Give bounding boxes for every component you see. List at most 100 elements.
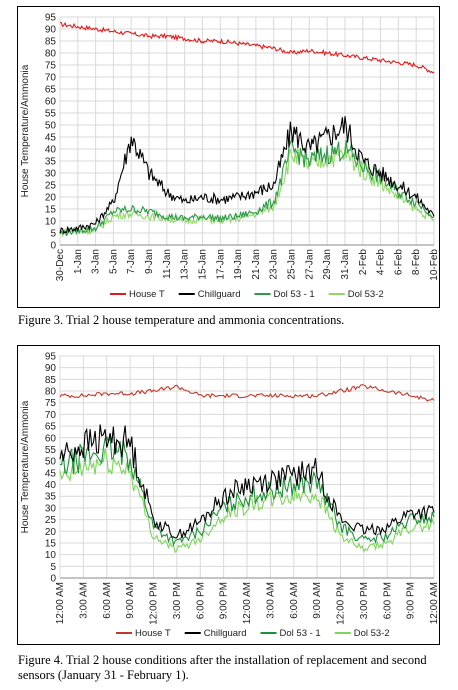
x-tick-label: 9:00 AM [312, 582, 323, 619]
x-tick-label: 1-Jan [73, 249, 84, 274]
x-tick-label: 19-Jan [233, 249, 244, 280]
y-tick-label: 65 [45, 85, 57, 96]
y-tick-label: 40 [45, 480, 57, 491]
series-line-chillguard [59, 116, 435, 235]
y-tick-label: 80 [45, 387, 57, 398]
x-tick-label: 12:00 AM [429, 582, 439, 624]
x-tick-label: 5-Jan [108, 249, 119, 274]
series-line-dol-53-1 [59, 137, 435, 237]
y-tick-label: 75 [45, 61, 57, 72]
x-tick-label: 13-Jan [180, 249, 191, 280]
legend-entry: House T [129, 289, 165, 300]
y-tick-label: 15 [45, 538, 57, 549]
x-tick-label: 12:00 PM [149, 582, 160, 625]
x-tick-label: 7-Jan [126, 249, 137, 274]
x-tick-label: 3:00 PM [172, 582, 183, 619]
y-tick-label: 55 [45, 109, 57, 120]
legend-entry: Dol 53 - 1 [274, 289, 315, 300]
x-tick-label: 12:00 AM [55, 582, 66, 624]
y-tick-label: 20 [45, 527, 57, 538]
y-tick-label: 0 [50, 574, 56, 585]
x-tick-label: 23-Jan [269, 249, 280, 280]
figure-3-chart: 0 5 10 15 20 25 30 35 40 45 50 55 60 65 70 75 80 85 90 95 30… [17, 6, 440, 308]
y-tick-label: 15 [45, 205, 57, 216]
figure-3-caption: Figure 3. Trial 2 house temperature and … [18, 313, 345, 327]
x-tick-label: 12:00 PM [336, 582, 347, 625]
x-tick-label: 29-Jan [322, 249, 333, 280]
y-tick-label: 90 [45, 25, 57, 36]
x-tick-label: 9-Jan [144, 249, 155, 274]
series-line-dol-53-2 [59, 146, 435, 238]
x-tick-label: 15-Jan [197, 249, 208, 280]
x-tick-label: 3:00 AM [265, 582, 276, 619]
x-tick-label: 4-Feb [376, 249, 387, 276]
series-line-dol-53-2 [59, 448, 435, 554]
y-tick-label: 85 [45, 37, 57, 48]
legend-entry: House T [135, 628, 171, 639]
y-tick-label: 85 [45, 375, 57, 386]
y-tick-label: 0 [50, 241, 56, 252]
y-tick-label: 25 [45, 515, 57, 526]
y-tick-label: 10 [45, 217, 57, 228]
y-tick-label: 95 [45, 13, 57, 24]
x-tick-label: 8-Feb [411, 249, 422, 276]
y-tick-label: 10 [45, 550, 57, 561]
y-tick-label: 55 [45, 445, 57, 456]
x-tick-label: 6:00 AM [102, 582, 113, 619]
legend-entry: Chillguard [204, 628, 247, 639]
x-tick-label: 6:00 AM [289, 582, 300, 619]
x-tick-label: 27-Jan [304, 249, 315, 280]
legend-entry: Dol 53 - 1 [280, 628, 321, 639]
legend-entry: Dol 53-2 [354, 628, 390, 639]
series-line-house-t [59, 21, 435, 74]
y-tick-label: 45 [45, 133, 57, 144]
y-tick-label: 5 [50, 562, 56, 573]
y-tick-label: 60 [45, 433, 57, 444]
y-tick-label: 45 [45, 468, 57, 479]
y-tick-label: 65 [45, 422, 57, 433]
y-tick-label: 30 [45, 169, 57, 180]
y-tick-label: 70 [45, 73, 57, 84]
x-tick-label: 12:00 AM [242, 582, 253, 624]
y-tick-label: 80 [45, 49, 57, 60]
y-tick-label: 50 [45, 457, 57, 468]
y-tick-label: 95 [45, 352, 57, 363]
x-tick-label: 30-Dec [55, 249, 66, 281]
y-axis-label: House Temperature/Ammonia [20, 64, 31, 197]
x-tick-label: 10-Feb [429, 249, 439, 281]
y-tick-label: 50 [45, 121, 57, 132]
y-tick-label: 30 [45, 503, 57, 514]
x-tick-label: 9:00 PM [406, 582, 417, 619]
y-tick-label: 75 [45, 398, 57, 409]
series-line-chillguard [59, 424, 435, 539]
x-tick-label: 6-Feb [393, 249, 404, 276]
y-axis-label: House Temperature/Ammonia [20, 400, 31, 533]
figure-4-caption: Figure 4. Trial 2 house conditions after… [18, 653, 427, 682]
x-tick-label: 11-Jan [162, 249, 173, 279]
y-tick-label: 5 [50, 229, 56, 240]
y-tick-label: 90 [45, 363, 57, 374]
x-tick-label: 6:00 PM [382, 582, 393, 619]
y-tick-label: 35 [45, 157, 57, 168]
x-tick-label: 25-Jan [287, 249, 298, 280]
x-tick-label: 3-Jan [91, 249, 102, 274]
figure-4-chart: 0 5 10 15 20 25 30 35 40 45 50 55 60 65 70 75 80 85 90 95 12… [17, 345, 440, 645]
series-line-house-t [59, 384, 435, 402]
y-tick-label: 25 [45, 181, 57, 192]
y-tick-label: 35 [45, 492, 57, 503]
x-tick-label: 9:00 AM [125, 582, 136, 619]
x-tick-label: 3:00 AM [78, 582, 89, 619]
x-tick-label: 2-Feb [358, 249, 369, 276]
y-tick-label: 20 [45, 193, 57, 204]
x-tick-label: 6:00 PM [195, 582, 206, 619]
x-tick-label: 31-Jan [340, 249, 351, 280]
x-tick-label: 17-Jan [215, 249, 226, 280]
x-tick-label: 21-Jan [251, 249, 262, 280]
y-tick-label: 40 [45, 145, 57, 156]
y-tick-label: 70 [45, 410, 57, 421]
legend-entry: Chillguard [198, 289, 241, 300]
y-tick-label: 60 [45, 97, 57, 108]
legend-entry: Dol 53-2 [348, 289, 384, 300]
